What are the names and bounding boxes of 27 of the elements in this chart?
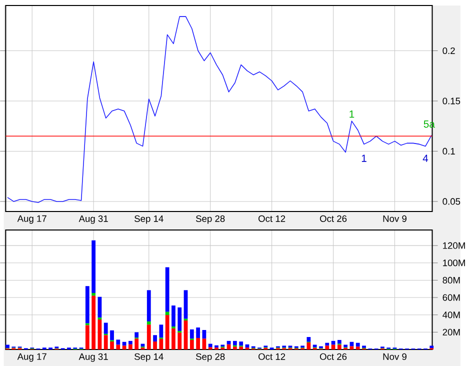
- x-tick-label: Sep 28: [196, 215, 225, 224]
- y-tick-label: 0.2: [442, 47, 455, 54]
- x-tick-label: Nov 9: [383, 353, 406, 360]
- x-tick-label: Nov 9: [383, 215, 406, 222]
- x-tick-label: Aug 31: [78, 215, 108, 224]
- x-tick-label: Aug 31: [78, 353, 108, 362]
- annotation: 1: [350, 110, 354, 118]
- x-tick-label: Aug 17: [17, 353, 46, 362]
- x-tick-label: Sep 14: [134, 215, 164, 224]
- x-tick-label: Aug 17: [17, 215, 46, 224]
- y-tick-label: 80M: [442, 276, 460, 284]
- annotation: 1: [362, 154, 366, 162]
- y-tick-label: 40M: [442, 312, 460, 318]
- y-tick-label: 0.15: [442, 98, 460, 104]
- x-tick-label: Sep 14: [134, 353, 164, 362]
- x-tick-label: Sep 28: [196, 353, 225, 362]
- x-tick-label: Oct 12: [258, 215, 286, 222]
- annotation: 4: [422, 154, 428, 162]
- y-tick-label: 120M: [443, 242, 465, 249]
- x-tick-label: Oct 26: [320, 353, 347, 360]
- y-tick-label: 0.05: [442, 198, 460, 205]
- y-tick-label: 100M: [443, 260, 465, 266]
- x-tick-label: Oct 26: [320, 215, 347, 222]
- x-tick-label: Oct 12: [258, 353, 286, 360]
- y-tick-label: 60M: [442, 294, 460, 301]
- y-tick-label: 0.1: [442, 148, 455, 155]
- y-tick-label: 20M: [442, 328, 460, 336]
